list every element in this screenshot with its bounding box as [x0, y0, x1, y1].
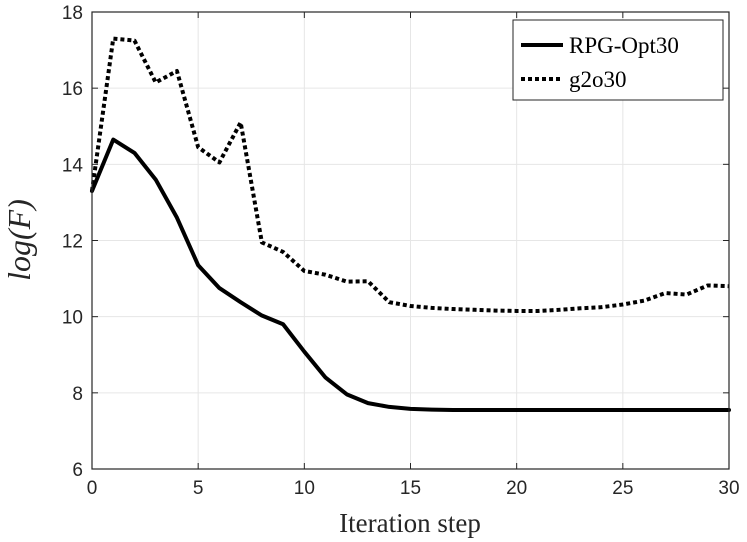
- y-tick-label: 16: [62, 79, 83, 100]
- y-tick-label: 10: [62, 308, 83, 329]
- x-tick-label: 10: [294, 478, 315, 499]
- series-line-g2o30: [90, 36, 730, 313]
- x-axis-label: Iteration step: [339, 508, 481, 538]
- legend-box: [512, 19, 724, 101]
- x-tick-label: 0: [87, 478, 98, 499]
- x-tick-label: 20: [506, 478, 527, 499]
- y-axis-label: log(F): [1, 199, 37, 281]
- legend-label: RPG-Opt30: [569, 33, 679, 58]
- x-tick-label: 5: [193, 478, 204, 499]
- y-tick-label: 12: [62, 232, 83, 253]
- x-tick-label: 15: [400, 478, 421, 499]
- legend: RPG-Opt30 g2o30: [512, 19, 724, 101]
- series-layer: [90, 36, 731, 412]
- y-tick-label: 8: [72, 384, 83, 405]
- y-tick-label: 18: [62, 3, 83, 24]
- x-tick-label: 30: [718, 478, 739, 499]
- legend-label: g2o30: [569, 67, 627, 92]
- axis-ticks: 0 5 10 15 20 25 30 6 8 10 12 14 16 18: [62, 3, 740, 499]
- x-tick-label: 25: [612, 478, 633, 499]
- y-tick-label: 14: [62, 155, 84, 176]
- series-line-rpg-opt30: [90, 137, 731, 412]
- y-tick-label: 6: [72, 460, 83, 481]
